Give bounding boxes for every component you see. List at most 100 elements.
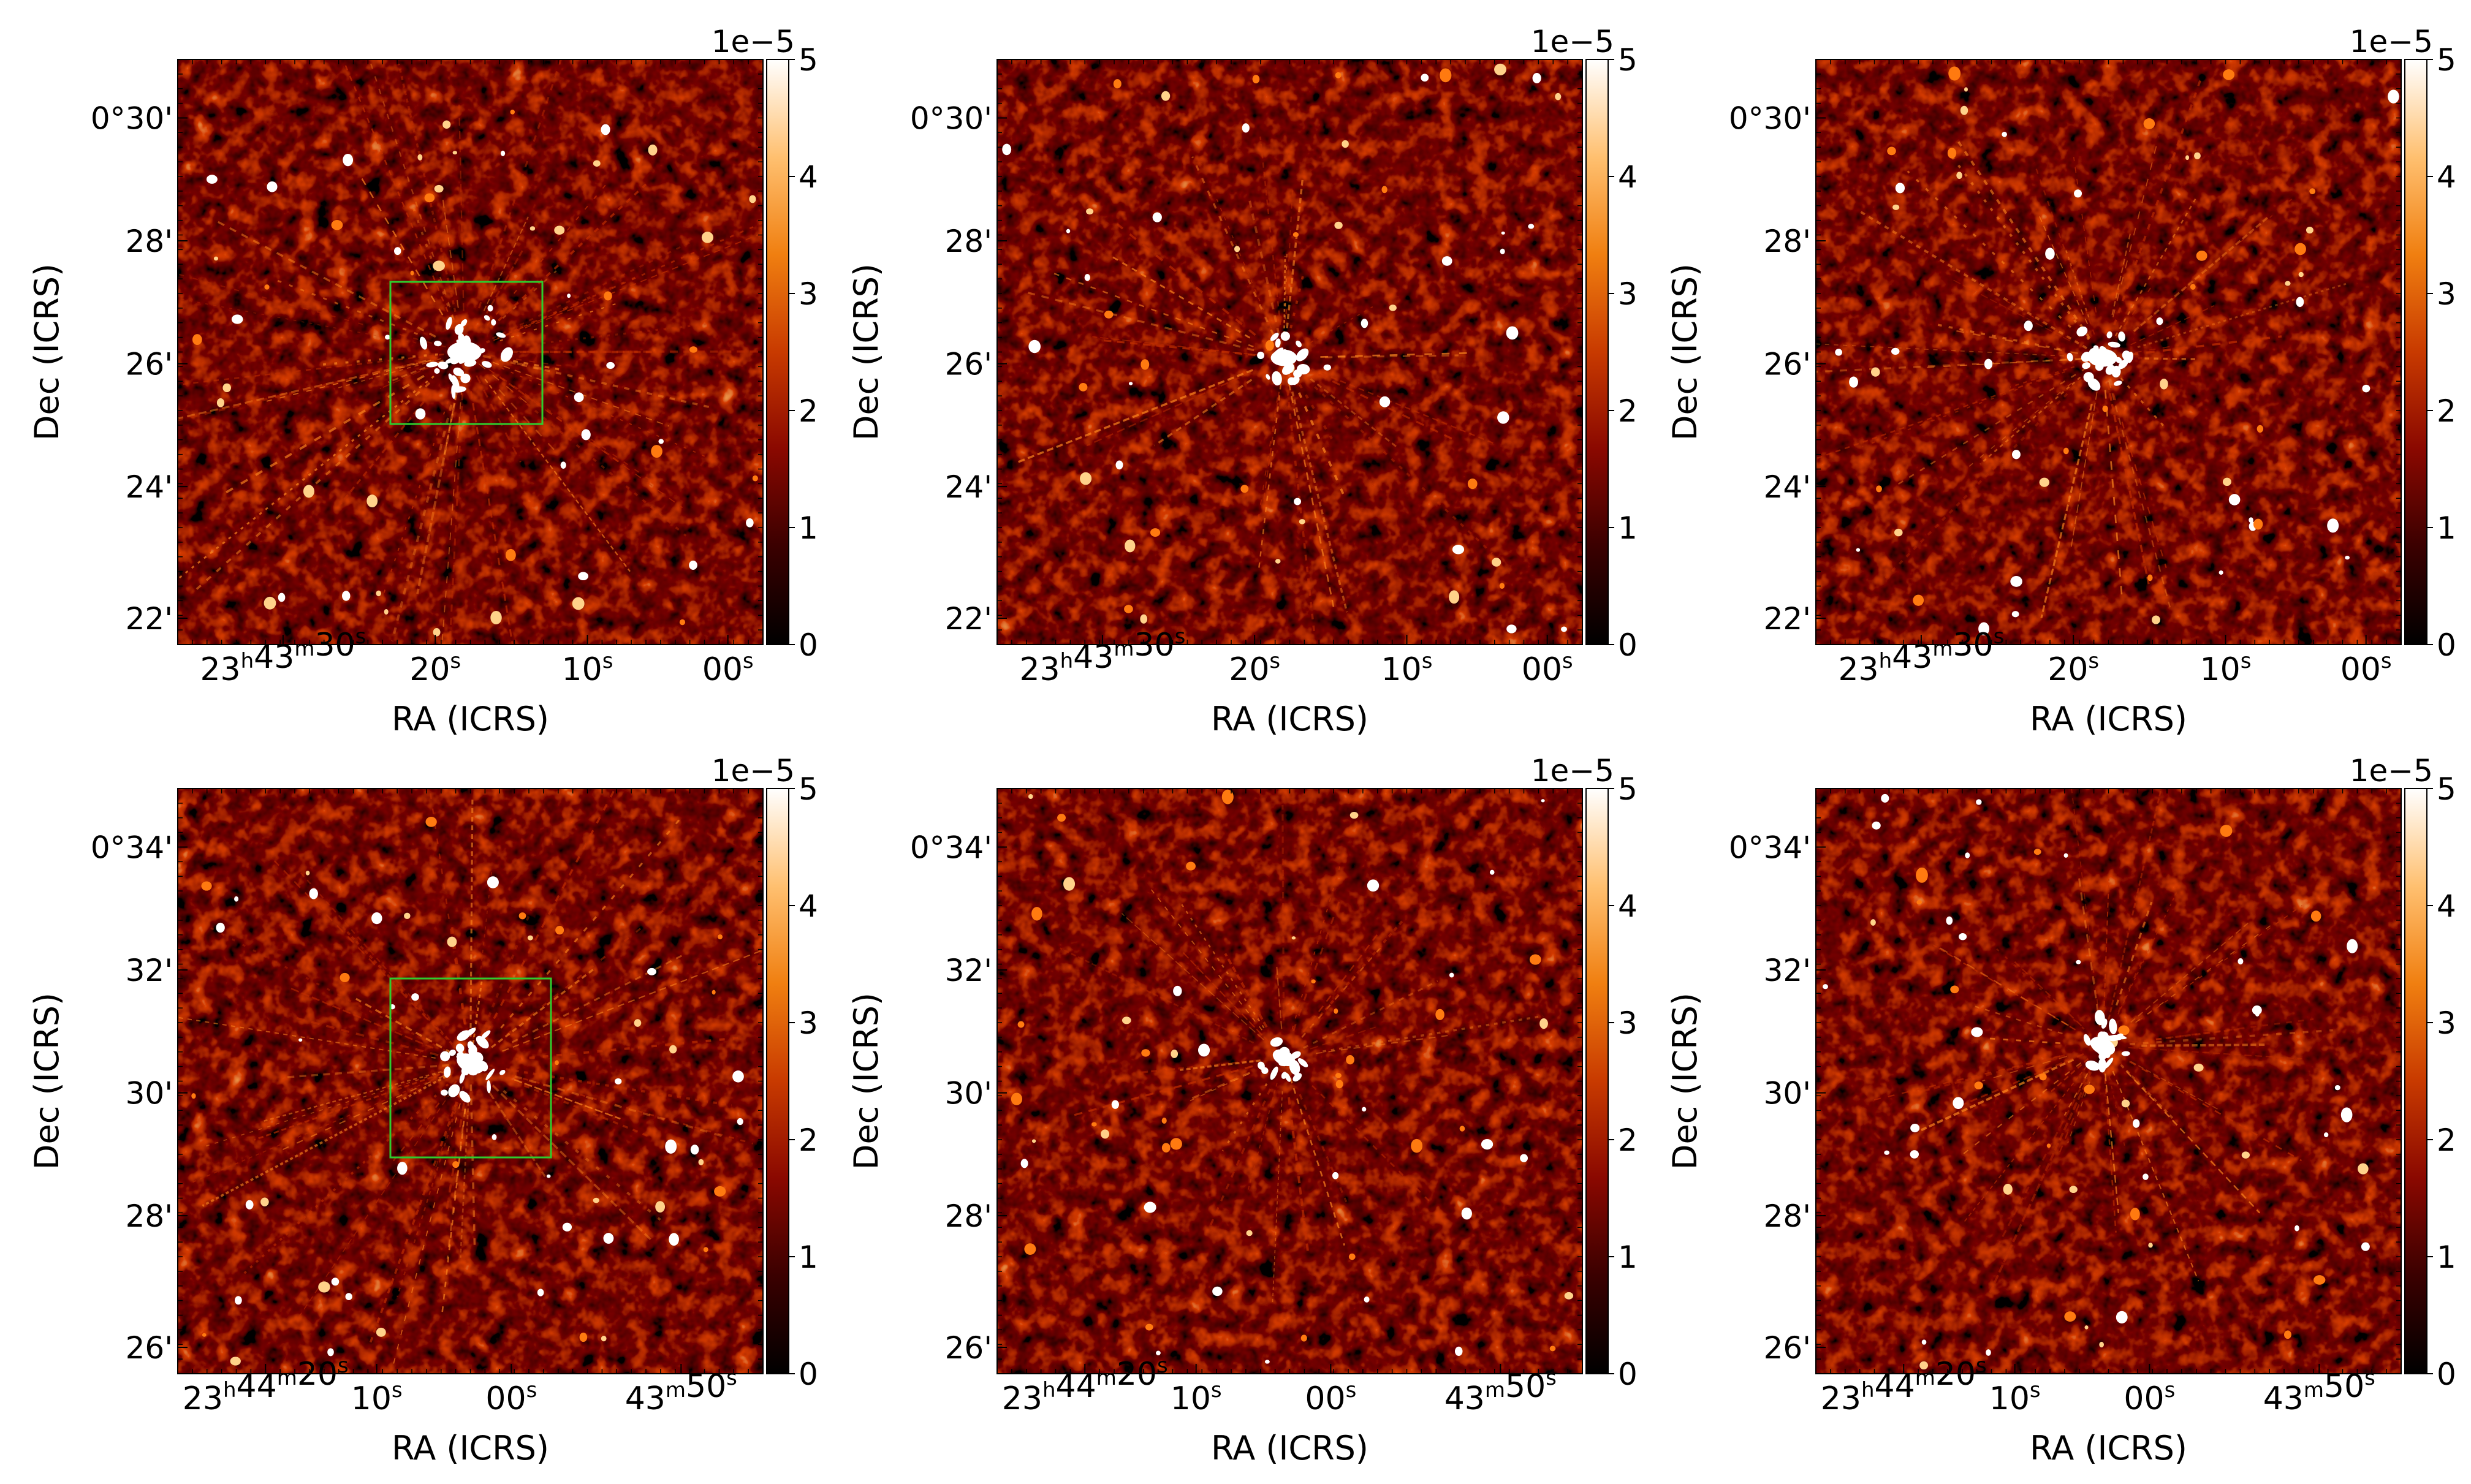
minor-ticks — [997, 59, 1582, 645]
dec-tick-label: 26' — [126, 347, 173, 382]
colorbar-tick-label: 5 — [1618, 771, 1638, 807]
minor-ticks — [1816, 789, 2401, 1374]
colorbar-multiplier: 1e−5 — [1531, 753, 1614, 789]
dec-tick-label: 24' — [1764, 469, 1811, 505]
colorbar-tick-label: 4 — [2437, 159, 2456, 195]
ra-tick-label: 23h44m20s — [1002, 1353, 1168, 1417]
x-axis-label: RA (ICRS) — [1211, 1429, 1368, 1467]
dec-tick-label: 30' — [126, 1076, 173, 1111]
ra-tick-label: 43m50s — [1444, 1366, 1557, 1417]
panel-top-middle: 0°30' 28' 26' 24' 22' 23h43m30s 20s 10s 00s RA (I… — [847, 24, 1638, 738]
colorbar-tick-label: 2 — [799, 1122, 818, 1158]
colorbar-multiplier: 1e−5 — [2350, 24, 2433, 59]
dec-tick-label: 24' — [945, 469, 992, 505]
colorbar-tick-label: 0 — [799, 1357, 818, 1392]
minor-ticks — [178, 59, 763, 645]
colorbar-tick-label: 3 — [799, 1005, 818, 1041]
sky-image — [178, 59, 763, 645]
panel-top-right: 0°30' 28' 26' 24' 22' 23h43m30s 20s 10s 00s RA (I… — [1666, 24, 2456, 738]
sky-image — [178, 789, 763, 1374]
central-bright-source — [2067, 326, 2133, 391]
dec-tick-label: 32' — [1764, 953, 1811, 988]
colorbar-tick-label: 4 — [799, 159, 818, 195]
x-axis-label: RA (ICRS) — [1211, 700, 1368, 738]
colorbar-tick-label: 4 — [1618, 888, 1638, 924]
minor-ticks — [997, 789, 1582, 1374]
point-sources — [1835, 66, 2399, 636]
sidelobe-streaks — [178, 59, 763, 645]
y-axis-label: Dec (ICRS) — [28, 993, 66, 1170]
colorbar-multiplier: 1e−5 — [712, 24, 795, 59]
sidelobe-streaks — [1017, 136, 1495, 636]
colorbar-tick-label: 0 — [799, 627, 818, 663]
ra-tick-label: 00s — [1522, 649, 1573, 688]
noise-field — [178, 789, 763, 1374]
dec-tick-label: 28' — [945, 224, 992, 259]
ra-tick-label: 20s — [1229, 649, 1280, 688]
y-axis-label: Dec (ICRS) — [28, 263, 66, 441]
ra-tick-label: 20s — [2048, 649, 2099, 688]
sky-image — [997, 59, 1582, 645]
colorbar-tick-label: 2 — [2437, 1122, 2456, 1158]
ra-tick-label: 00s — [2124, 1378, 2175, 1417]
dec-tick-label: 0°30' — [91, 101, 173, 137]
minor-ticks — [178, 789, 763, 1374]
colorbar-tick-label: 2 — [1618, 1122, 1638, 1158]
sidelobe-streaks — [1867, 789, 2333, 1296]
x-axis-label: RA (ICRS) — [2030, 1429, 2187, 1467]
dec-tick-label: 26' — [945, 1330, 992, 1366]
ra-tick-label: 10s — [562, 649, 613, 688]
colorbar-tick-label: 5 — [2437, 42, 2456, 78]
ra-tick-label: 10s — [1381, 649, 1433, 688]
dec-tick-label: 26' — [945, 347, 992, 382]
colorbar-tick-label: 0 — [1618, 627, 1638, 663]
dec-tick-label: 0°34' — [910, 830, 992, 866]
y-axis-label: Dec (ICRS) — [847, 263, 886, 441]
colorbar-tick-label: 5 — [799, 42, 818, 78]
dec-tick-label: 30' — [1764, 1076, 1811, 1111]
point-sources — [1002, 63, 1567, 634]
colorbar-tick-label: 4 — [2437, 888, 2456, 924]
ra-tick-label: 23h43m30s — [200, 624, 366, 688]
ra-tick-label: 00s — [485, 1378, 537, 1417]
colorbar: 0 1 2 3 4 51e−5 — [712, 24, 818, 663]
colorbar-tick-label: 0 — [2437, 627, 2456, 663]
sidelobe-streaks — [178, 789, 763, 1371]
dec-tick-label: 26' — [1764, 347, 1811, 382]
colorbar-tick-label: 4 — [1618, 159, 1638, 195]
dec-tick-label: 28' — [1764, 224, 1811, 259]
noise-field — [1816, 789, 2401, 1374]
ra-tick-label: 00s — [2340, 649, 2392, 688]
x-axis-label: RA (ICRS) — [2030, 700, 2187, 738]
ra-tick-label: 10s — [1989, 1378, 2041, 1417]
minor-ticks — [1816, 59, 2401, 645]
colorbar: 0 1 2 3 4 51e−5 — [2350, 24, 2456, 663]
dec-tick-label: 0°34' — [91, 830, 173, 866]
point-sources — [192, 109, 758, 637]
colorbar-tick-label: 5 — [1618, 42, 1638, 78]
dec-tick-label: 28' — [1764, 1198, 1811, 1234]
colorbar-tick-label: 4 — [799, 888, 818, 924]
point-sources — [1823, 793, 2370, 1370]
ra-tick-label: 43m50s — [2263, 1366, 2375, 1417]
central-bright-source — [440, 1028, 506, 1103]
dec-tick-label: 22' — [126, 601, 173, 637]
ra-tick-label: 00s — [1305, 1378, 1356, 1417]
dec-tick-label: 32' — [945, 953, 992, 988]
colorbar-multiplier: 1e−5 — [712, 753, 795, 789]
ra-tick-label: 10s — [351, 1378, 403, 1417]
colorbar-tick-label: 3 — [1618, 1005, 1638, 1041]
central-bright-source — [2083, 1010, 2130, 1073]
ra-tick-label: 10s — [1171, 1378, 1222, 1417]
colorbar-tick-label: 2 — [2437, 393, 2456, 429]
sidelobe-streaks — [1060, 804, 1544, 1304]
colorbar-tick-label: 1 — [2437, 1240, 2456, 1275]
central-bright-source — [1258, 1037, 1308, 1082]
dec-tick-label: 30' — [945, 1076, 992, 1111]
point-sources — [1011, 789, 1574, 1364]
colorbar-tick-label: 1 — [2437, 510, 2456, 546]
y-axis-label: Dec (ICRS) — [1666, 993, 1704, 1170]
